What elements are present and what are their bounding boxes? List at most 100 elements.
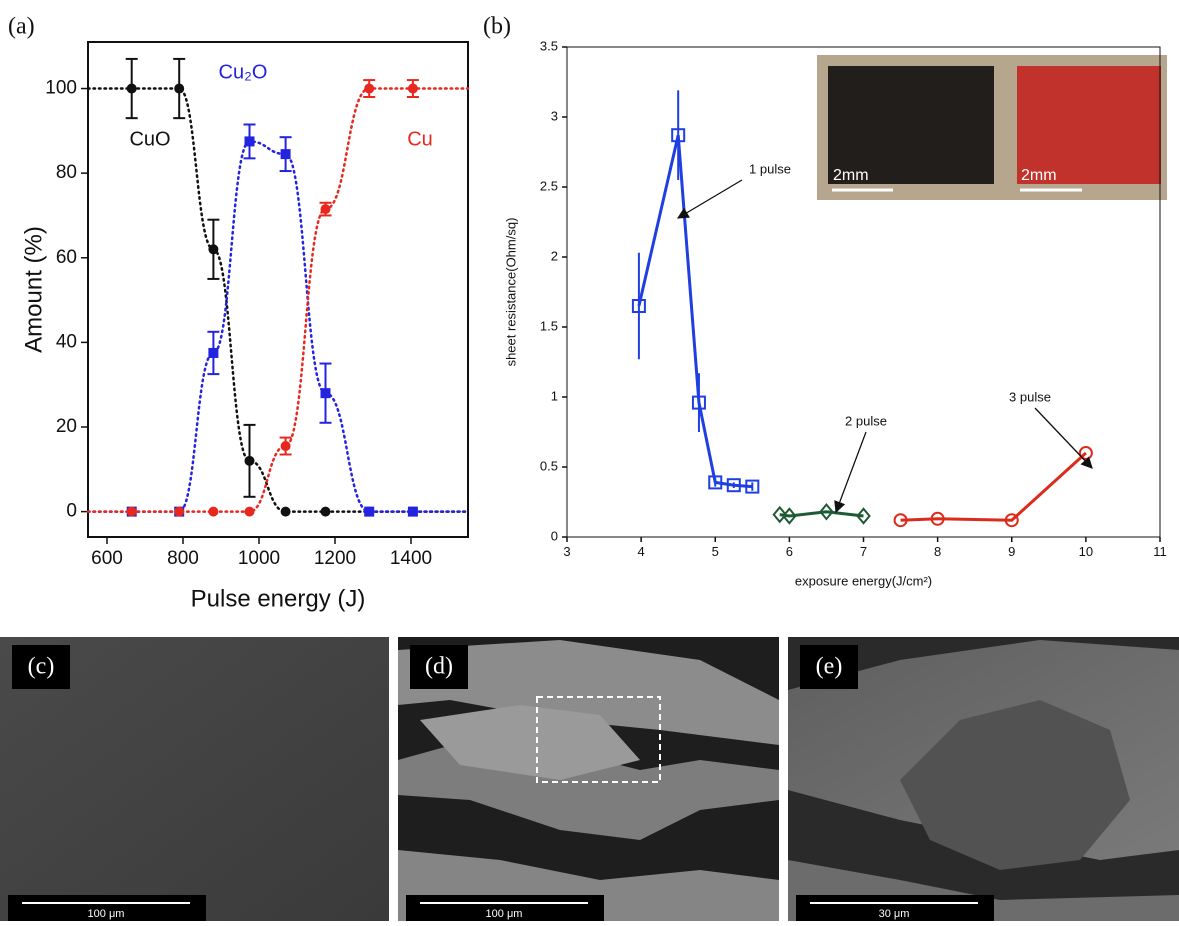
y-tick-label: 20 <box>56 416 77 437</box>
data-point <box>208 347 219 358</box>
panel-label: (c) <box>28 654 55 680</box>
x-tick-label: 1000 <box>238 548 280 569</box>
y-axis-title: Amount (%) <box>20 226 47 353</box>
data-point <box>280 441 291 452</box>
data-point <box>364 83 375 94</box>
data-point <box>280 149 291 160</box>
data-point <box>244 136 255 147</box>
y-tick-label: 100 <box>45 78 77 99</box>
x-tick-label: 600 <box>91 548 123 569</box>
data-point <box>407 83 418 94</box>
data-point <box>819 503 834 521</box>
y-tick-label: 0 <box>66 501 77 522</box>
data-point <box>772 505 788 524</box>
scale-box <box>8 895 206 921</box>
micrograph-d <box>398 637 779 921</box>
data-point <box>856 507 871 525</box>
data-point <box>726 478 741 493</box>
series-label: 2 pulse <box>845 413 887 428</box>
series-line <box>637 134 753 489</box>
y-tick-label: 3.5 <box>540 38 558 53</box>
x-tick-label: 11 <box>1153 544 1167 559</box>
y-tick-label: 0.5 <box>540 458 558 473</box>
black-sample <box>828 66 994 184</box>
fit-line <box>86 140 470 513</box>
panel-label: (d) <box>425 654 453 680</box>
label-box <box>12 645 70 689</box>
panel-label: (e) <box>816 654 843 680</box>
y-tick-label: 1 <box>551 388 558 403</box>
x-axis-title: Pulse energy (J) <box>191 585 366 612</box>
scale-box <box>406 895 604 921</box>
x-tick-label: 8 <box>934 544 941 559</box>
data-point <box>126 83 137 94</box>
panel-label: (a) <box>8 14 35 40</box>
data-point <box>708 475 723 490</box>
fit-line <box>86 87 470 513</box>
y-tick-label: 40 <box>56 331 77 352</box>
label-box <box>800 645 858 689</box>
data-point <box>320 506 331 517</box>
y-tick-label: 60 <box>56 247 77 268</box>
data-point <box>930 511 945 526</box>
scale-label: 2mm <box>833 167 869 184</box>
film-blister <box>900 700 1130 870</box>
y-tick-label: 0 <box>551 528 558 543</box>
y-tick-label: 2 <box>551 248 558 263</box>
scale-label: 2mm <box>1021 167 1057 184</box>
y-tick-label: 2.5 <box>540 178 558 193</box>
panel-label: (b) <box>483 14 511 40</box>
x-tick-label: 10 <box>1079 544 1093 559</box>
x-tick-label: 7 <box>860 544 867 559</box>
data-point <box>1004 513 1019 528</box>
plot-frame <box>87 41 469 538</box>
y-tick-label: 1.5 <box>540 318 558 333</box>
series-label: CuO <box>129 128 170 150</box>
x-tick-label: 4 <box>638 544 645 559</box>
x-tick-label: 3 <box>563 544 570 559</box>
red-sample <box>1017 66 1161 184</box>
y-tick-label: 80 <box>56 162 77 183</box>
data-point <box>671 128 686 143</box>
data-point <box>208 244 219 255</box>
label-box <box>410 645 468 689</box>
x-tick-label: 6 <box>786 544 793 559</box>
y-tick-label: 3 <box>551 108 558 123</box>
scale-label: 30 μm <box>879 908 910 920</box>
series-label: Cu <box>407 128 433 150</box>
x-tick-label: 1200 <box>314 548 356 569</box>
series-line <box>900 451 1087 522</box>
annotation-arrow <box>834 431 867 514</box>
annotation-arrow <box>1034 407 1093 469</box>
data-point <box>320 204 331 215</box>
data-point <box>745 479 760 494</box>
x-tick-label: 800 <box>167 548 199 569</box>
data-point <box>208 506 219 517</box>
data-point <box>244 455 255 466</box>
data-point <box>407 506 418 517</box>
data-point <box>174 506 185 517</box>
fit-line <box>86 87 470 513</box>
y-axis-title: sheet resistance(Ohm/sq) <box>503 218 518 367</box>
data-point <box>893 513 908 528</box>
data-point <box>320 388 331 399</box>
x-tick-label: 1400 <box>390 548 432 569</box>
micrograph-labels: (c) 100 μm (d) 100 μm (e) 30 μm <box>8 645 994 921</box>
series-label: 3 pulse <box>1009 389 1051 404</box>
x-axis-title: exposure energy(J/cm²) <box>795 573 932 588</box>
annotation-arrow <box>676 179 743 219</box>
x-tick-label: 5 <box>712 544 719 559</box>
film-flake <box>420 705 640 780</box>
data-point <box>280 506 291 517</box>
data-point <box>244 506 255 517</box>
data-point <box>691 395 706 410</box>
film-flake <box>398 640 779 745</box>
data-point <box>126 506 137 517</box>
scale-label: 100 μm <box>486 908 523 920</box>
zoom-box <box>536 696 661 783</box>
data-point <box>174 83 185 94</box>
inset-photo: 2mm 2mm <box>817 55 1167 200</box>
data-point <box>364 506 375 517</box>
scale-label: 100 μm <box>88 908 125 920</box>
